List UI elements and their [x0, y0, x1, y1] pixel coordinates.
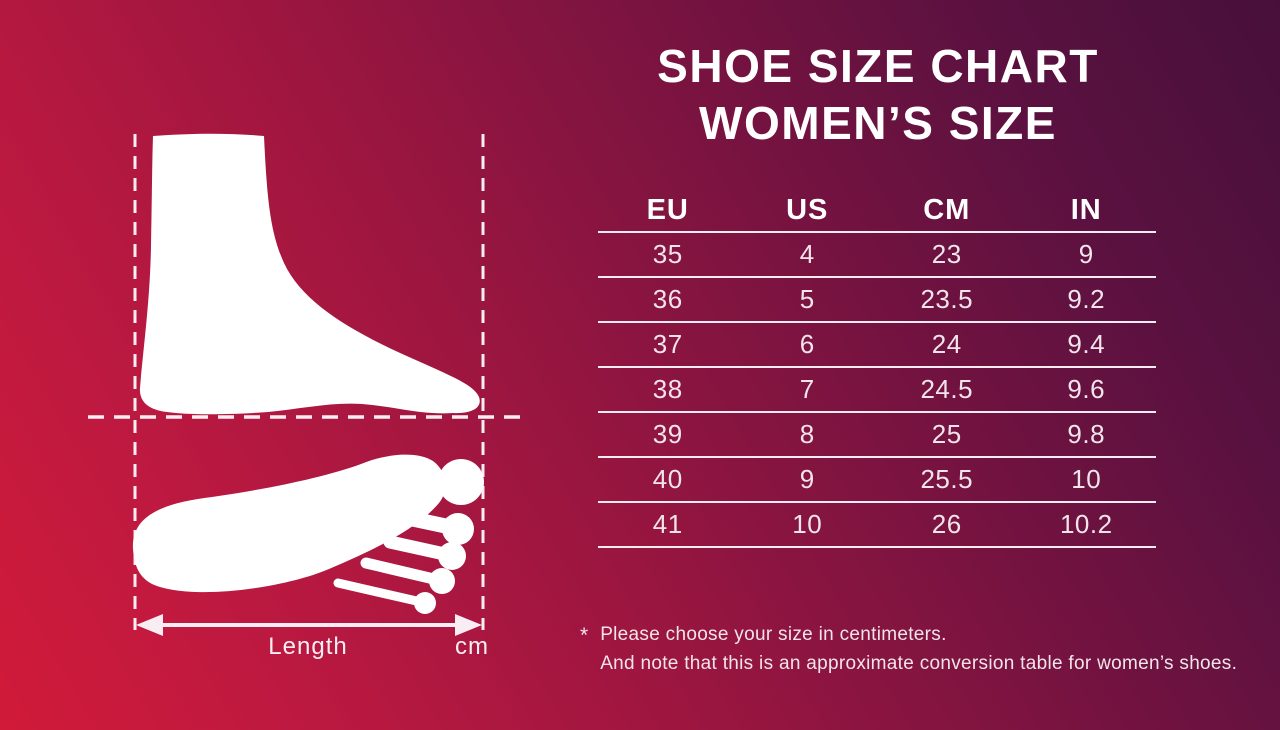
size-cell: 39 — [652, 419, 683, 449]
footnote-text: Please choose your size in centimeters. … — [600, 621, 1237, 678]
size-cell: 9.4 — [1067, 329, 1106, 359]
size-cell: 6 — [799, 329, 815, 359]
footnote: * Please choose your size in centimeters… — [580, 621, 1280, 678]
table-row: 36 5 23.5 9.2 — [598, 277, 1156, 322]
column-header-eu: EU — [646, 193, 689, 226]
size-cell: 41 — [652, 509, 683, 539]
table-row: 37 6 24 9.4 — [598, 322, 1156, 367]
table-row: 41 10 26 10.2 — [598, 502, 1156, 547]
size-cell: 23 — [931, 239, 962, 269]
pinky-toe — [414, 592, 436, 614]
page-title: SHOE SIZE CHART WOMEN’S SIZE — [588, 38, 1168, 152]
size-cell: 25 — [931, 419, 962, 449]
size-cell: 4 — [799, 239, 815, 269]
size-cell: 26 — [931, 509, 962, 539]
size-cell: 8 — [799, 419, 815, 449]
footnote-line-1: Please choose your size in centimeters. — [600, 624, 947, 645]
table-row: 40 9 25.5 10 — [598, 457, 1156, 502]
size-cell: 9.8 — [1067, 419, 1106, 449]
foot-sole-silhouette — [132, 454, 484, 614]
foot-measurement-diagram: Length cm — [0, 0, 560, 730]
cm-label: cm — [455, 633, 489, 660]
third-toe — [438, 542, 466, 570]
size-cell: 38 — [652, 374, 683, 404]
size-cell: 40 — [652, 464, 683, 494]
title-line-2: WOMEN’S SIZE — [699, 97, 1057, 150]
size-cell: 9.6 — [1067, 374, 1106, 404]
table-row: 35 4 23 9 — [598, 232, 1156, 277]
title-line-1: SHOE SIZE CHART — [657, 40, 1099, 92]
foot-diagram-graphic — [88, 133, 522, 636]
size-chart-panel: SHOE SIZE CHART WOMEN’S SIZE EU US CM IN… — [560, 0, 1280, 730]
second-toe — [442, 513, 474, 545]
footnote-line-2: And note that this is an approximate con… — [600, 652, 1238, 674]
size-cell: 9 — [799, 464, 815, 494]
size-cell: 24 — [931, 329, 962, 359]
size-cell: 7 — [799, 374, 815, 404]
big-toe — [438, 459, 484, 505]
foot-side-silhouette — [139, 133, 480, 415]
header-row: EU US CM IN — [598, 189, 1156, 232]
size-cell: 9.2 — [1067, 284, 1106, 314]
footnote-asterisk: * — [580, 624, 589, 647]
size-cell: 5 — [799, 284, 815, 314]
size-cell: 10.2 — [1059, 509, 1113, 539]
size-cell: 24.5 — [920, 374, 974, 404]
size-cell: 35 — [652, 239, 683, 269]
size-cell: 9 — [1078, 239, 1094, 269]
column-header-us: US — [786, 193, 829, 226]
table-row: 38 7 24.5 9.6 — [598, 367, 1156, 412]
size-cell: 10 — [792, 509, 823, 539]
column-header-cm: CM — [923, 193, 971, 226]
size-cell: 37 — [652, 329, 683, 359]
length-label: Length — [268, 633, 348, 660]
column-header-in: IN — [1070, 193, 1102, 226]
size-cell: 25.5 — [920, 464, 974, 494]
fourth-toe — [429, 568, 455, 594]
table-row: 39 8 25 9.8 — [598, 412, 1156, 457]
size-cell: 10 — [1071, 464, 1102, 494]
size-cell: 23.5 — [920, 284, 974, 314]
size-conversion-table: EU US CM IN 35 4 23 9 36 5 23.5 9.2 — [598, 189, 1156, 548]
size-cell: 36 — [652, 284, 683, 314]
length-arrow — [136, 614, 482, 636]
